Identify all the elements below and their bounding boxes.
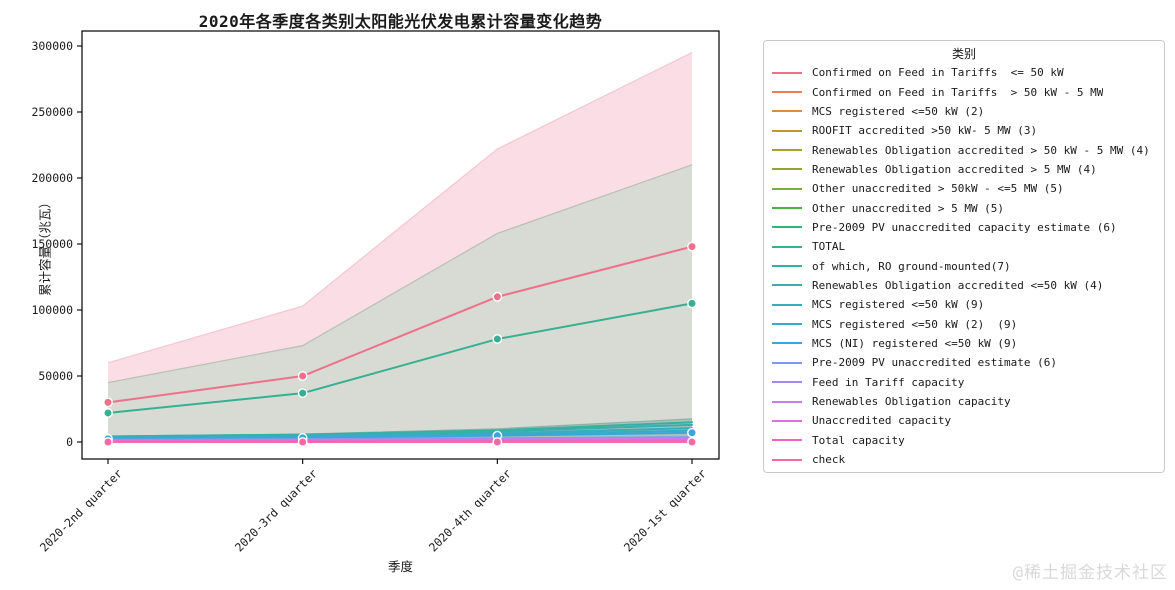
legend-line-swatch: [772, 110, 802, 113]
legend-line-swatch: [772, 91, 802, 94]
legend-label: MCS registered <=50 kW (9): [812, 298, 985, 312]
legend-line-swatch: [772, 439, 802, 442]
series-marker-20: [103, 437, 113, 447]
area-gray-band: [108, 164, 692, 443]
legend-entry: Unaccredited capacity: [772, 411, 1156, 430]
legend-line-swatch: [772, 361, 802, 364]
legend-label: MCS registered <=50 kW (2) (9): [812, 317, 1018, 331]
legend-line-swatch: [772, 168, 802, 171]
legend-label: ROOFIT accredited >50 kW- 5 MW (3): [812, 124, 1038, 138]
legend-line-swatch: [772, 323, 802, 326]
legend-entry: Renewables Obligation accredited <=50 kW…: [772, 276, 1156, 295]
y-tick-label: 50000: [38, 369, 73, 383]
legend-label: Unaccredited capacity: [812, 414, 952, 428]
legend-line-swatch: [772, 187, 802, 190]
axes-frame: [81, 30, 720, 460]
series-marker-0: [297, 371, 308, 381]
series-marker-9: [687, 298, 697, 309]
series-marker-0: [103, 397, 113, 408]
x-axis-label: 季度: [387, 559, 413, 574]
legend-label: Other unaccredited > 5 MW (5): [812, 201, 1005, 215]
y-tick-label: 200000: [31, 171, 73, 185]
legend-entry: MCS (NI) registered <=50 kW (9): [772, 334, 1156, 353]
series-line-9: [107, 302, 693, 414]
legend-label: of which, RO ground-mounted(7): [812, 259, 1011, 273]
legend-entry: ROOFIT accredited >50 kW- 5 MW (3): [772, 121, 1156, 140]
y-tick-label: 250000: [31, 105, 73, 119]
legend-label: Confirmed on Feed in Tariffs > 50 kW - 5…: [812, 85, 1104, 99]
legend-entry: Other unaccredited > 50kW - <=5 MW (5): [772, 179, 1156, 198]
area-edge-gray-band: [107, 164, 693, 384]
y-tick-label: 0: [66, 435, 73, 449]
legend-entry: Pre-2009 PV unaccredited estimate (6): [772, 353, 1156, 372]
plot-canvas: [77, 30, 720, 464]
legend-entry: Renewables Obligation accredited > 5 MW …: [772, 160, 1156, 179]
legend-label: TOTAL: [812, 240, 846, 254]
legend-line-swatch: [772, 71, 802, 74]
legend-line-swatch: [772, 207, 802, 210]
legend-label: Renewables Obligation accredited > 5 MW …: [812, 162, 1097, 176]
legend-label: Renewables Obligation accredited > 50 kW…: [812, 143, 1150, 157]
legend-label: Renewables Obligation accredited <=50 kW…: [812, 278, 1104, 292]
legend-entry: check: [772, 450, 1156, 469]
legend-label: Total capacity: [812, 433, 905, 447]
series-marker-9: [103, 408, 113, 418]
chart-title: 2020年各季度各类别太阳能光伏发电累计容量变化趋势: [198, 12, 603, 31]
series-marker-0: [492, 291, 503, 302]
watermark: @稀土掘金技术社区: [1012, 563, 1168, 583]
series-marker-20: [492, 437, 503, 447]
legend-entry: of which, RO ground-mounted(7): [772, 256, 1156, 275]
y-tick-label: 300000: [31, 39, 73, 53]
legend-entry: Renewables Obligation accredited > 50 kW…: [772, 140, 1156, 159]
legend-label: check: [812, 453, 846, 467]
legend-title: 类别: [951, 47, 976, 61]
legend-entry: MCS registered <=50 kW (2) (9): [772, 314, 1156, 333]
legend-line-swatch: [772, 342, 802, 345]
legend-entry: Pre-2009 PV unaccredited capacity estima…: [772, 218, 1156, 237]
legend-line-swatch: [772, 419, 802, 422]
legend-line-swatch: [772, 226, 802, 229]
legend-entry: Feed in Tariff capacity: [772, 373, 1156, 392]
legend: 类别 Confirmed on Feed in Tariffs <= 50 kW…: [763, 40, 1165, 473]
y-tick-label: 150000: [31, 237, 73, 251]
series-marker-14: [687, 427, 697, 438]
series-marker-9: [297, 388, 308, 399]
legend-line-swatch: [772, 303, 802, 306]
series-marker-9: [492, 334, 503, 344]
series-line-14: [107, 431, 693, 440]
legend-entries: Confirmed on Feed in Tariffs <= 50 kW Con…: [772, 63, 1156, 469]
legend-entry: Other unaccredited > 5 MW (5): [772, 198, 1156, 217]
legend-line-swatch: [772, 400, 802, 403]
legend-label: Feed in Tariff capacity: [812, 375, 965, 389]
legend-entry: Renewables Obligation capacity: [772, 392, 1156, 411]
legend-label: Pre-2009 PV unaccredited capacity estima…: [812, 220, 1117, 234]
legend-entry: Confirmed on Feed in Tariffs <= 50 kW: [772, 63, 1156, 82]
legend-line-swatch: [772, 265, 802, 268]
legend-line-swatch: [772, 149, 802, 152]
series-marker-20: [297, 437, 308, 447]
legend-entry: Confirmed on Feed in Tariffs > 50 kW - 5…: [772, 82, 1156, 101]
legend-label: Confirmed on Feed in Tariffs <= 50 kW: [812, 66, 1064, 80]
y-tick-label: 100000: [31, 303, 73, 317]
legend-entry: MCS registered <=50 kW (2): [772, 102, 1156, 121]
legend-line-swatch: [772, 284, 802, 287]
legend-line-swatch: [772, 129, 802, 132]
legend-entry: TOTAL: [772, 237, 1156, 256]
legend-entry: MCS registered <=50 kW (9): [772, 295, 1156, 314]
legend-label: Renewables Obligation capacity: [812, 395, 1011, 409]
legend-label: Pre-2009 PV unaccredited estimate (6): [812, 356, 1058, 370]
legend-entry: Total capacity: [772, 431, 1156, 450]
legend-label: MCS registered <=50 kW (2): [812, 104, 985, 118]
series-marker-20: [687, 437, 697, 447]
legend-line-swatch: [772, 245, 802, 248]
legend-line-swatch: [772, 458, 802, 461]
series-line-0: [107, 245, 693, 404]
area-edge-pink-band: [107, 52, 693, 364]
legend-line-swatch: [772, 381, 802, 384]
legend-label: Other unaccredited > 50kW - <=5 MW (5): [812, 182, 1064, 196]
legend-label: MCS (NI) registered <=50 kW (9): [812, 336, 1018, 350]
series-marker-0: [687, 241, 697, 252]
